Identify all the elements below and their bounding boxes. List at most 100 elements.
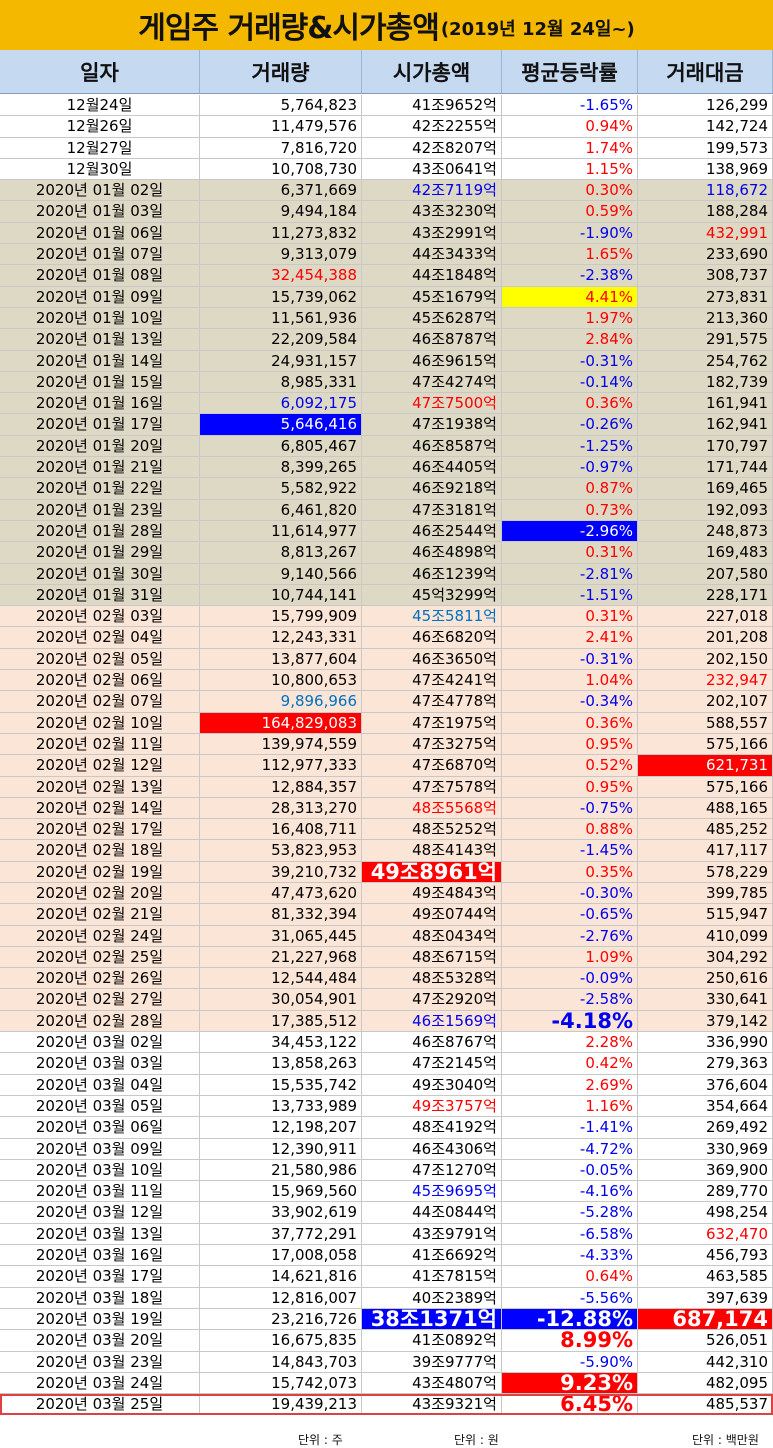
table-row: 2020년 03월 09일 12,390,911 46조4306억 -4.72% 330… bbox=[0, 1138, 773, 1160]
table-row: 2020년 01월 17일 5,646,416 47조1938억 -0.26% 162,… bbox=[0, 414, 773, 436]
cell-trade-amount: 397,639 bbox=[638, 1287, 773, 1308]
cell-market-cap: 46조1239억 bbox=[362, 563, 502, 584]
cell-avg-change: -4.18% bbox=[502, 1010, 638, 1032]
cell-avg-change: -1.25% bbox=[502, 435, 638, 457]
cell-date: 2020년 02월 12일 bbox=[0, 755, 200, 776]
cell-volume: 47,473,620 bbox=[200, 882, 362, 904]
cell-date: 2020년 02월 27일 bbox=[0, 989, 200, 1010]
cell-avg-change: 1.16% bbox=[502, 1095, 638, 1117]
cell-date: 2020년 01월 30일 bbox=[0, 563, 200, 584]
table-row: 2020년 02월 20일 47,473,620 49조4843억 -0.30% 399… bbox=[0, 882, 773, 905]
header-volume: 거래량 bbox=[200, 50, 362, 93]
cell-volume: 6,371,669 bbox=[200, 180, 362, 201]
cell-volume: 37,772,291 bbox=[200, 1223, 362, 1245]
cell-date: 2020년 01월 06일 bbox=[0, 222, 200, 244]
table-row: 2020년 03월 13일 37,772,291 43조9791억 -6.58% 632… bbox=[0, 1223, 773, 1246]
cell-market-cap: 47조1938억 bbox=[362, 414, 502, 435]
cell-volume: 12,884,357 bbox=[200, 776, 362, 797]
cell-market-cap: 41조9652억 bbox=[362, 95, 502, 116]
cell-market-cap: 42조7119억 bbox=[362, 180, 502, 201]
cell-volume: 11,273,832 bbox=[200, 222, 362, 244]
cell-date: 2020년 03월 18일 bbox=[0, 1287, 200, 1308]
cell-date: 2020년 02월 19일 bbox=[0, 861, 200, 882]
table-row: 2020년 03월 18일 12,816,007 40조2389억 -5.56% 397… bbox=[0, 1287, 773, 1309]
unit-volume: 단위 : 주 bbox=[298, 1433, 343, 1447]
cell-trade-amount: 233,690 bbox=[638, 244, 773, 265]
cell-market-cap: 44조3433억 bbox=[362, 244, 502, 265]
cell-avg-change: -4.72% bbox=[502, 1138, 638, 1159]
cell-avg-change: -2.58% bbox=[502, 989, 638, 1010]
cell-avg-change: 1.74% bbox=[502, 137, 638, 158]
cell-avg-change: -0.34% bbox=[502, 691, 638, 712]
table-row: 2020년 03월 05일 13,733,989 49조3757억 1.16% 354,… bbox=[0, 1095, 773, 1118]
cell-avg-change: 1.65% bbox=[502, 244, 638, 265]
cell-date: 2020년 03월 13일 bbox=[0, 1223, 200, 1245]
cell-trade-amount: 182,739 bbox=[638, 371, 773, 393]
table-row: 2020년 01월 20일 6,805,467 46조8587억 -1.25% 170,… bbox=[0, 435, 773, 458]
cell-avg-change: 0.64% bbox=[502, 1266, 638, 1287]
cell-market-cap: 45조6287억 bbox=[362, 307, 502, 329]
cell-date: 2020년 02월 21일 bbox=[0, 904, 200, 925]
cell-volume: 12,243,331 bbox=[200, 627, 362, 648]
cell-trade-amount: 330,641 bbox=[638, 989, 773, 1010]
cell-market-cap: 41조6692억 bbox=[362, 1245, 502, 1266]
cell-market-cap: 45억3299억 bbox=[362, 584, 502, 606]
cell-market-cap: 47조4241억 bbox=[362, 670, 502, 691]
cell-trade-amount: 308,737 bbox=[638, 265, 773, 286]
cell-market-cap: 47조6870억 bbox=[362, 755, 502, 776]
cell-trade-amount: 498,254 bbox=[638, 1202, 773, 1223]
cell-avg-change: -12.88% bbox=[502, 1308, 638, 1330]
cell-trade-amount: 269,492 bbox=[638, 1117, 773, 1138]
cell-avg-change: 0.36% bbox=[502, 393, 638, 414]
cell-market-cap: 41조7815억 bbox=[362, 1266, 502, 1287]
cell-volume: 33,902,619 bbox=[200, 1202, 362, 1223]
cell-volume: 9,140,566 bbox=[200, 563, 362, 584]
cell-avg-change: 2.84% bbox=[502, 329, 638, 350]
table-row: 2020년 02월 28일 17,385,512 46조1569억 -4.18% 379… bbox=[0, 1010, 773, 1033]
cell-trade-amount: 170,797 bbox=[638, 435, 773, 457]
cell-date: 2020년 01월 22일 bbox=[0, 478, 200, 499]
table-row: 2020년 01월 22일 5,582,922 46조9218억 0.87% 169,4… bbox=[0, 478, 773, 500]
cell-date: 2020년 03월 16일 bbox=[0, 1245, 200, 1266]
cell-avg-change: 1.04% bbox=[502, 670, 638, 691]
cell-market-cap: 42조2255억 bbox=[362, 116, 502, 137]
table-row: 2020년 03월 25일 19,439,213 43조9321억 6.45% 485,… bbox=[0, 1394, 773, 1416]
cell-date: 2020년 03월 06일 bbox=[0, 1117, 200, 1138]
cell-avg-change: 0.35% bbox=[502, 861, 638, 882]
cell-avg-change: -0.75% bbox=[502, 797, 638, 819]
cell-trade-amount: 456,793 bbox=[638, 1245, 773, 1266]
cell-volume: 8,399,265 bbox=[200, 457, 362, 478]
cell-date: 2020년 03월 02일 bbox=[0, 1032, 200, 1053]
cell-avg-change: 1.09% bbox=[502, 946, 638, 968]
table-header: 일자 거래량 시가총액 평균등락률 거래대금 bbox=[0, 50, 773, 94]
cell-market-cap: 47조7578억 bbox=[362, 776, 502, 797]
cell-market-cap: 46조4306억 bbox=[362, 1138, 502, 1159]
table-row: 2020년 01월 29일 8,813,267 46조4898억 0.31% 169,4… bbox=[0, 542, 773, 564]
cell-avg-change: -1.65% bbox=[502, 95, 638, 116]
cell-date: 2020년 02월 06일 bbox=[0, 670, 200, 691]
cell-market-cap: 43조9321억 bbox=[362, 1394, 502, 1415]
cell-volume: 12,544,484 bbox=[200, 968, 362, 989]
table-row: 12월27일 7,816,720 42조8207억 1.74% 199,573 bbox=[0, 137, 773, 159]
cell-trade-amount: 526,051 bbox=[638, 1330, 773, 1351]
cell-volume: 13,858,263 bbox=[200, 1053, 362, 1074]
cell-market-cap: 49조3757억 bbox=[362, 1095, 502, 1117]
cell-trade-amount: 485,537 bbox=[638, 1394, 773, 1415]
cell-market-cap: 41조0892억 bbox=[362, 1330, 502, 1351]
cell-avg-change: -5.28% bbox=[502, 1202, 638, 1223]
cell-avg-change: -0.26% bbox=[502, 414, 638, 435]
table-row: 2020년 03월 10일 21,580,986 47조1270억 -0.05% 369… bbox=[0, 1159, 773, 1182]
cell-avg-change: 0.52% bbox=[502, 755, 638, 776]
cell-volume: 10,800,653 bbox=[200, 670, 362, 691]
table-row: 2020년 03월 19일 23,216,726 38조1371억 -12.88% 68… bbox=[0, 1308, 773, 1331]
cell-date: 2020년 02월 03일 bbox=[0, 606, 200, 627]
cell-avg-change: 2.69% bbox=[502, 1074, 638, 1095]
cell-volume: 9,313,079 bbox=[200, 244, 362, 265]
cell-market-cap: 45조1679억 bbox=[362, 286, 502, 307]
cell-date: 2020년 02월 18일 bbox=[0, 840, 200, 861]
cell-date: 2020년 03월 03일 bbox=[0, 1053, 200, 1074]
cell-trade-amount: 279,363 bbox=[638, 1053, 773, 1074]
title-main: 게임주 거래량&시가총액 bbox=[138, 11, 440, 46]
cell-market-cap: 47조1270억 bbox=[362, 1159, 502, 1181]
